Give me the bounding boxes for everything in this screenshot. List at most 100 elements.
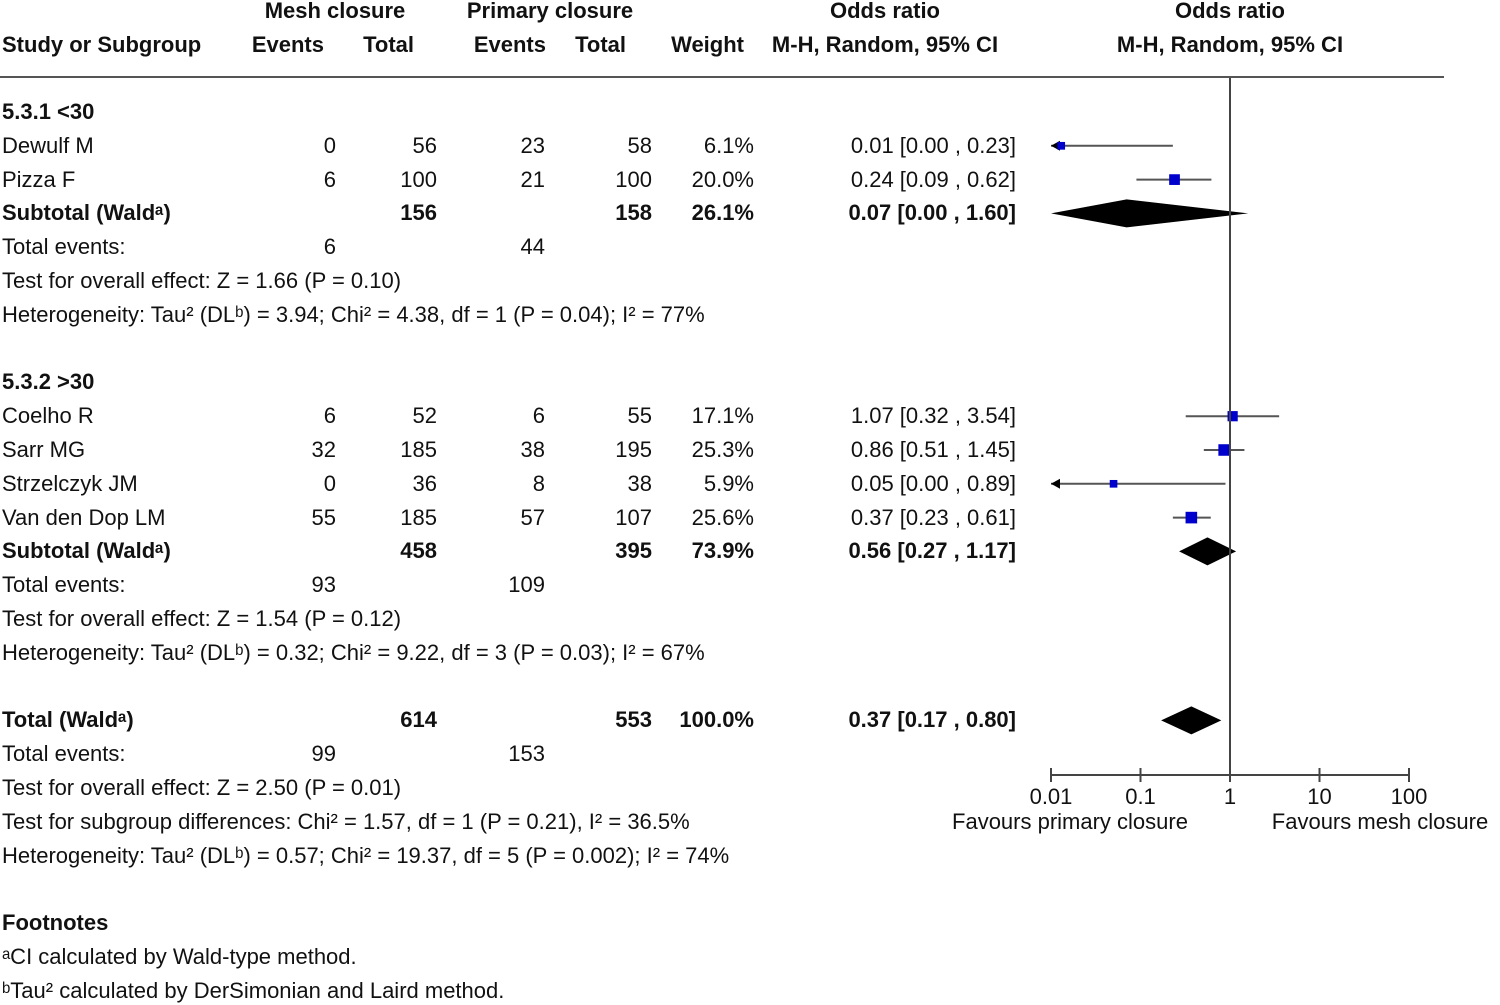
primary-events: 38 [520, 437, 545, 462]
primary-total: 38 [627, 470, 652, 496]
subtotal-weight: 73.9% [691, 538, 754, 564]
total-events-primary: 153 [508, 741, 545, 767]
footnote: ᵃCI calculated by Wald-type method. [2, 944, 357, 969]
mesh-total: 185 [400, 437, 437, 462]
study-odds-ratio: 0.01 [0.00 , 0.23] [850, 132, 1016, 158]
mesh-events: 32 [311, 437, 336, 462]
primary-events: 23 [520, 132, 545, 158]
study-odds-ratio: 0.05 [0.00 , 0.89] [850, 470, 1016, 496]
total-events-label: Total events: [2, 234, 126, 260]
x-tick-label: 100 [1390, 784, 1428, 809]
total-diamond [1161, 706, 1222, 735]
study-0-0-marker [1057, 141, 1066, 150]
footnote: ᵇTau² calculated by DerSimonian and Lair… [2, 977, 505, 1003]
study-name: Sarr MG [2, 437, 86, 462]
total-odds-ratio: 0.37 [0.17 , 0.80] [848, 707, 1016, 733]
study-weight: 25.3% [691, 437, 754, 462]
mesh-total: 56 [412, 132, 437, 158]
mesh-total: 100 [400, 166, 437, 192]
primary-total-header: Total [575, 32, 626, 57]
heterogeneity-text: Heterogeneity: Tau² (DLᵇ) = 0.32; Chi² =… [2, 639, 705, 665]
total-events-label: Total events: [2, 741, 126, 767]
primary-group-header: Primary closure [466, 0, 634, 23]
total-events-mesh: 99 [311, 741, 336, 767]
study-weight: 5.9% [703, 470, 754, 496]
favours-left-label: Favours primary closure [952, 809, 1188, 834]
overall-effect-test: Test for overall effect: Z = 1.66 (P = 0… [2, 268, 402, 293]
study-name: Strzelczyk JM [2, 470, 138, 496]
mesh-events: 6 [323, 166, 336, 192]
subgroup-differences-test: Test for subgroup differences: Chi² = 1.… [2, 808, 690, 834]
study-0-1-marker [1169, 174, 1180, 185]
primary-events: 57 [520, 504, 545, 530]
total-events-primary: 109 [508, 572, 545, 598]
study-odds-ratio: 0.37 [0.23 , 0.61] [850, 504, 1016, 530]
mesh-total: 185 [400, 504, 437, 530]
mesh-events: 6 [323, 403, 336, 429]
study-weight: 25.6% [691, 504, 754, 530]
study-weight: 20.0% [691, 166, 754, 192]
subtotal-mesh-total: 458 [400, 538, 437, 564]
total-label: Total (Waldᵃ) [2, 707, 134, 733]
study-1-1-marker [1218, 444, 1230, 456]
primary-events: 8 [532, 470, 545, 496]
overall-effect-test: Test for overall effect: Z = 1.54 (P = 0… [2, 606, 402, 631]
study-weight: 6.1% [703, 132, 754, 158]
study-1-2-arrow-icon [1051, 478, 1060, 489]
primary-total: 195 [615, 437, 652, 462]
primary-total: 107 [615, 504, 652, 530]
subtotal-odds-ratio: 0.56 [0.27 , 1.17] [848, 538, 1016, 564]
weight-header: Weight [671, 32, 744, 57]
x-tick-label: 0.01 [1029, 784, 1073, 809]
total-events-mesh: 6 [323, 234, 336, 260]
study-1-3-marker [1185, 511, 1198, 524]
heterogeneity-text: Heterogeneity: Tau² (DLᵇ) = 3.94; Chi² =… [2, 301, 705, 327]
mesh-total: 52 [412, 403, 437, 429]
mesh-events: 55 [311, 504, 336, 530]
total-events-label: Total events: [2, 572, 126, 598]
total-weight: 100.0% [679, 707, 754, 733]
study-name: Pizza F [2, 166, 76, 192]
primary-events: 6 [532, 403, 545, 429]
primary-total: 100 [615, 166, 652, 192]
plot-method-header: M-H, Random, 95% CI [1116, 32, 1344, 57]
favours-right-label: Favours mesh closure [1271, 809, 1489, 834]
subtotal-diamond-1 [1179, 537, 1237, 566]
subtotal-label: Subtotal (Waldᵃ) [2, 200, 171, 226]
study-odds-ratio: 1.07 [0.32 , 3.54] [850, 403, 1016, 429]
primary-total: 58 [627, 132, 652, 158]
study-1-2-marker [1109, 479, 1118, 488]
subtotal-primary-total: 395 [615, 538, 652, 564]
overall-effect-test: Test for overall effect: Z = 2.50 (P = 0… [2, 775, 402, 800]
primary-events-header: Events [473, 32, 546, 57]
subgroup-label: 5.3.2 >30 [2, 369, 95, 395]
subtotal-diamond-0 [1051, 199, 1249, 228]
x-tick-label: 10 [1307, 784, 1332, 809]
study-name: Coelho R [2, 403, 94, 429]
total-events-mesh: 93 [311, 572, 336, 598]
x-tick-label: 1 [1223, 784, 1237, 809]
study-odds-ratio: 0.86 [0.51 , 1.45] [850, 437, 1016, 462]
mesh-events: 0 [323, 132, 336, 158]
mesh-total-header: Total [363, 32, 414, 57]
subtotal-weight: 26.1% [691, 200, 754, 226]
subtotal-primary-total: 158 [615, 200, 652, 226]
study-name: Van den Dop LM [2, 504, 166, 530]
mesh-total: 36 [412, 470, 437, 496]
study-1-0-marker [1227, 411, 1238, 422]
header-rule [0, 76, 1444, 78]
or-column-title: Odds ratio [829, 0, 940, 23]
plot-title: Odds ratio [1174, 0, 1285, 23]
study-name: Dewulf M [2, 132, 94, 158]
total-events-primary: 44 [520, 234, 545, 260]
subtotal-label: Subtotal (Waldᵃ) [2, 538, 171, 564]
footnotes-title: Footnotes [2, 910, 109, 936]
mesh-group-header: Mesh closure [264, 0, 406, 23]
subgroup-label: 5.3.1 <30 [2, 99, 95, 124]
subtotal-odds-ratio: 0.07 [0.00 , 1.60] [848, 200, 1016, 226]
total-mesh-total: 614 [400, 707, 437, 733]
primary-total: 55 [627, 403, 652, 429]
study-column-header: Study or Subgroup [2, 32, 202, 57]
mesh-events-header: Events [251, 32, 324, 57]
